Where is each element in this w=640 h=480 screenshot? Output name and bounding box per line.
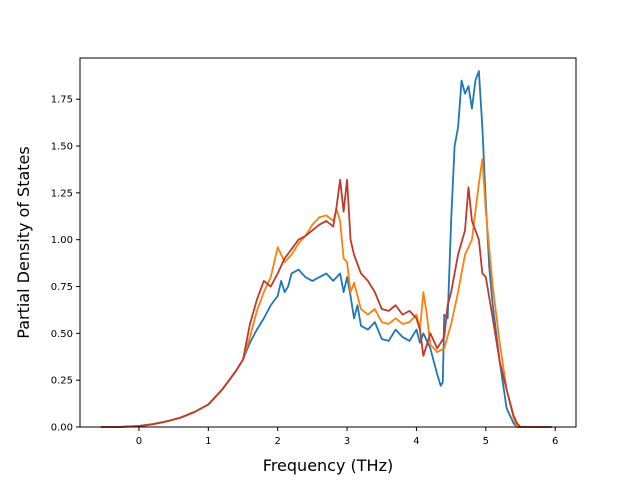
series-line-1	[100, 70, 552, 428]
x-tick-label: 5	[483, 436, 489, 447]
series-line-3	[100, 178, 552, 428]
plot-frame	[79, 57, 577, 428]
plot-background	[80, 58, 576, 427]
y-tick-label: 0.50	[51, 329, 73, 340]
x-tick-label: 4	[413, 436, 419, 447]
x-tick-label: 1	[205, 436, 211, 447]
y-tick-label: 1.00	[51, 235, 73, 246]
y-axis-label: Partial Density of States	[14, 146, 33, 338]
x-tick-label: 2	[275, 436, 281, 447]
y-axis-ticks: 0.00 0.25 0.50 0.75 1.00 1.25 1.50 1.75	[51, 95, 80, 434]
y-tick-label: 1.25	[51, 188, 73, 199]
y-tick-label: 1.75	[51, 95, 73, 106]
x-tick-label: 0	[136, 436, 142, 447]
x-axis-label: Frequency (THz)	[263, 456, 393, 475]
x-tick-label: 3	[344, 436, 350, 447]
y-tick-label: 0.00	[51, 423, 73, 434]
y-tick-label: 0.25	[51, 376, 73, 387]
y-tick-label: 1.50	[51, 142, 73, 153]
series-group	[100, 70, 552, 428]
x-tick-label: 6	[552, 436, 558, 447]
x-axis-ticks: 0 1 2 3 4 5 6	[136, 427, 558, 447]
y-tick-label: 0.75	[51, 282, 73, 293]
